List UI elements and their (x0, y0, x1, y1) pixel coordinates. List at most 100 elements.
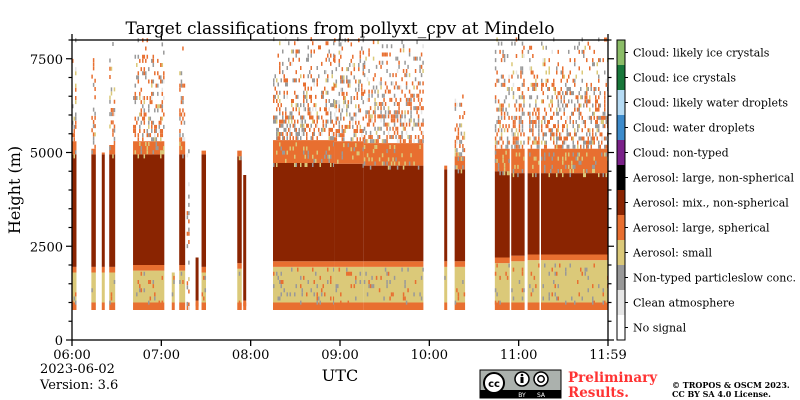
speckle-cell (396, 56, 399, 61)
speckle-cell (517, 144, 519, 149)
speckle-cell (532, 70, 534, 75)
speckle-cell (535, 99, 537, 104)
speckle-cell (75, 300, 77, 305)
speckle-cell (499, 107, 501, 112)
speckle-cell (292, 49, 294, 54)
speckle-cell (390, 97, 393, 102)
speckle-cell (399, 122, 402, 127)
speckle-cell (542, 62, 544, 67)
speckle-cell (532, 111, 534, 116)
speckle-cell (333, 86, 335, 91)
speckle-cell (369, 130, 372, 135)
speckle-cell (372, 77, 375, 82)
speckle-cell (581, 115, 583, 120)
speckle-cell (322, 119, 324, 124)
speckle-cell (276, 132, 278, 136)
speckle-cell (383, 106, 385, 111)
speckle-cell (420, 122, 423, 127)
speckle-cell (338, 124, 341, 129)
speckle-cell (562, 140, 564, 145)
speckle-cell (340, 54, 342, 59)
speckle-cell (291, 61, 293, 66)
speckle-cell (344, 96, 347, 100)
speckle-cell (366, 122, 369, 127)
speckle-cell (328, 132, 330, 136)
speckle-cell (578, 91, 580, 96)
colorbar-swatch (617, 90, 625, 116)
speckle-cell (289, 111, 291, 116)
speckle-cell (545, 70, 547, 75)
speckle-cell (414, 106, 417, 111)
speckle-cell (384, 89, 387, 94)
speckle-cell (420, 296, 423, 301)
speckle-cell (182, 100, 184, 105)
speckle-cell (273, 271, 275, 276)
cc-license-badge[interactable]: cc BY SA (479, 369, 562, 399)
speckle-cell (506, 128, 509, 133)
speckle-cell (545, 78, 547, 83)
speckle-cell (355, 104, 357, 109)
speckle-cell (532, 115, 534, 120)
speckle-cell (297, 119, 299, 124)
speckle-cell (408, 122, 411, 127)
speckle-cell (550, 99, 552, 104)
speckle-cell (300, 103, 302, 108)
speckle-cell (384, 122, 387, 127)
speckle-cell (321, 127, 323, 132)
speckle-cell (536, 115, 539, 120)
speckle-cell (291, 103, 293, 108)
speckle-cell (285, 132, 287, 136)
colorbar-label: Cloud: non-typed (633, 147, 729, 160)
speckle-cell (494, 128, 497, 133)
speckle-cell (371, 93, 373, 98)
speckle-cell (304, 163, 306, 167)
speckle-cell (544, 140, 546, 145)
speckle-cell (113, 99, 116, 104)
x-tick-label: 06:00 (53, 348, 90, 363)
speckle-cell (298, 78, 300, 83)
speckle-cell (595, 107, 597, 112)
copyright-text-2: CC BY SA 4.0 License. (672, 389, 771, 399)
speckle-cell (365, 56, 367, 61)
speckle-cell (456, 135, 458, 140)
speckle-cell (280, 132, 282, 136)
speckle-cell (593, 111, 595, 116)
speckle-cell (601, 132, 603, 137)
speckle-cell (557, 156, 559, 161)
speckle-cell (319, 45, 321, 50)
speckle-cell (340, 87, 342, 92)
speckle-cell (529, 66, 531, 71)
speckle-cell (137, 280, 140, 284)
speckle-cell (563, 74, 565, 79)
speckle-cell (511, 41, 513, 46)
speckle-cell (596, 70, 598, 75)
speckle-cell (352, 137, 354, 142)
speckle-cell (383, 296, 385, 301)
speckle-cell (506, 111, 509, 116)
speckle-cell (289, 123, 291, 128)
speckle-cell (517, 164, 519, 169)
speckle-cell (532, 124, 534, 129)
speckle-cell (503, 171, 506, 176)
speckle-cell (155, 137, 158, 142)
speckle-cell (145, 46, 147, 51)
speckle-cell (542, 115, 544, 120)
speckle-cell (595, 124, 597, 129)
speckle-cell (405, 130, 408, 135)
speckle-cell (148, 120, 150, 125)
speckle-cell (404, 73, 406, 78)
speckle-cell (578, 103, 580, 108)
speckle-cell (324, 292, 326, 297)
speckle-cell (499, 300, 501, 305)
speckle-cell (530, 82, 533, 87)
speckle-cell (158, 124, 161, 129)
speckle-cell (530, 120, 533, 124)
speckle-cell (363, 280, 366, 284)
speckle-cell (562, 70, 564, 75)
speckle-cell (533, 136, 536, 141)
speckle-cell (355, 275, 357, 280)
speckle-cell (337, 159, 339, 164)
speckle-cell (273, 78, 275, 83)
speckle-cell (183, 112, 186, 117)
speckle-cell (91, 128, 93, 133)
